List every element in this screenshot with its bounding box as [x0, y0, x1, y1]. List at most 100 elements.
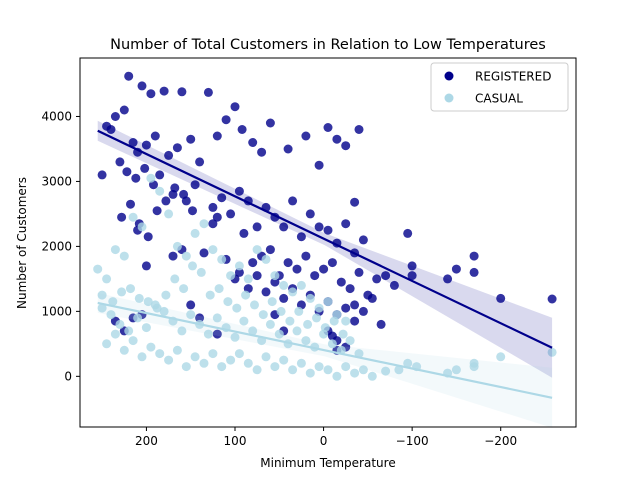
- registered-point: [354, 267, 364, 277]
- registered-regression-line: [97, 129, 553, 349]
- casual-point: [106, 310, 116, 320]
- registered-point: [234, 267, 244, 277]
- registered-point: [150, 131, 160, 141]
- registered-point: [177, 87, 187, 97]
- registered-point: [350, 300, 360, 310]
- casual-point: [350, 368, 360, 378]
- registered-point: [186, 300, 196, 310]
- registered-point: [469, 267, 479, 277]
- registered-point: [131, 173, 141, 183]
- casual-point: [146, 173, 156, 183]
- casual-point: [332, 371, 342, 381]
- casual-point: [252, 365, 262, 375]
- registered-point: [168, 251, 178, 261]
- casual-point: [181, 251, 191, 261]
- registered-point: [372, 274, 382, 284]
- registered-point: [354, 125, 364, 134]
- registered-point: [141, 261, 151, 271]
- registered-point: [140, 163, 150, 173]
- x-tick-label: 0: [320, 434, 328, 448]
- registered-point: [146, 89, 156, 99]
- registered-point: [314, 222, 324, 232]
- casual-point: [234, 349, 244, 359]
- casual-point: [170, 274, 180, 284]
- registered-point: [443, 274, 453, 284]
- casual-point: [155, 349, 165, 359]
- registered-point: [265, 118, 275, 128]
- casual-point: [341, 362, 351, 372]
- x-axis: 200 100 0 −100 −200: [135, 427, 517, 448]
- casual-point: [270, 362, 280, 372]
- casual-point: [252, 245, 262, 255]
- registered-point: [208, 202, 218, 212]
- axes-frame: [79, 57, 577, 428]
- registered-point: [270, 277, 280, 287]
- registered-point: [261, 287, 271, 297]
- registered-point: [407, 271, 417, 281]
- casual-point: [134, 293, 144, 303]
- y-tick-label: 2000: [41, 239, 72, 253]
- registered-point: [350, 197, 360, 207]
- casual-point: [285, 316, 295, 326]
- casual-point: [294, 306, 304, 316]
- casual-point: [119, 345, 129, 355]
- casual-point: [226, 271, 236, 281]
- casual-point: [181, 362, 191, 372]
- casual-point: [469, 362, 479, 372]
- casual-point: [327, 339, 337, 349]
- casual-point: [97, 290, 107, 300]
- casual-point: [341, 316, 351, 326]
- casual-point: [115, 319, 125, 329]
- x-axis-label: Minimum Temperature: [260, 456, 395, 470]
- casual-point: [381, 366, 391, 376]
- casual-point: [137, 222, 147, 232]
- registered-point: [221, 115, 231, 125]
- registered-point: [122, 167, 132, 177]
- casual-point: [258, 310, 268, 320]
- plot-area: [93, 71, 557, 428]
- registered-point: [143, 232, 153, 242]
- casual-point: [126, 284, 135, 294]
- registered-point: [323, 123, 333, 132]
- casual-point: [323, 365, 333, 375]
- casual-point: [208, 245, 218, 255]
- casual-point: [93, 264, 103, 274]
- casual-point: [212, 313, 222, 323]
- registered-point: [341, 141, 351, 151]
- registered-point: [265, 245, 275, 255]
- registered-point: [248, 138, 258, 147]
- registered-point: [128, 138, 138, 147]
- registered-point: [376, 319, 386, 329]
- registered-point: [126, 199, 135, 209]
- registered-point: [199, 248, 209, 258]
- casual-point: [267, 297, 277, 307]
- y-tick-label: 0: [64, 369, 72, 383]
- casual-regression-line: [97, 301, 553, 399]
- casual-point: [102, 339, 112, 349]
- casual-point: [496, 352, 506, 362]
- casual-point: [102, 274, 112, 284]
- registered-point: [283, 258, 293, 268]
- registered-point: [314, 160, 324, 170]
- registered-point: [230, 102, 240, 112]
- registered-point: [358, 235, 368, 245]
- casual-point: [161, 290, 171, 300]
- registered-point: [117, 212, 127, 222]
- registered-point: [239, 228, 249, 238]
- casual-point: [314, 303, 324, 313]
- chart-title: Number of Total Customers in Relation to…: [110, 37, 546, 53]
- registered-point: [137, 81, 147, 91]
- registered-point: [252, 271, 262, 281]
- casual-point: [230, 332, 240, 342]
- registered-point: [164, 150, 174, 160]
- casual-point: [323, 297, 333, 307]
- registered-point: [212, 212, 222, 222]
- casual-point: [320, 323, 330, 333]
- registered-point: [310, 271, 320, 281]
- casual-point: [214, 284, 224, 294]
- registered-point: [451, 264, 461, 274]
- casual-point: [451, 365, 461, 375]
- registered-point: [115, 157, 125, 167]
- registered-point: [301, 131, 311, 141]
